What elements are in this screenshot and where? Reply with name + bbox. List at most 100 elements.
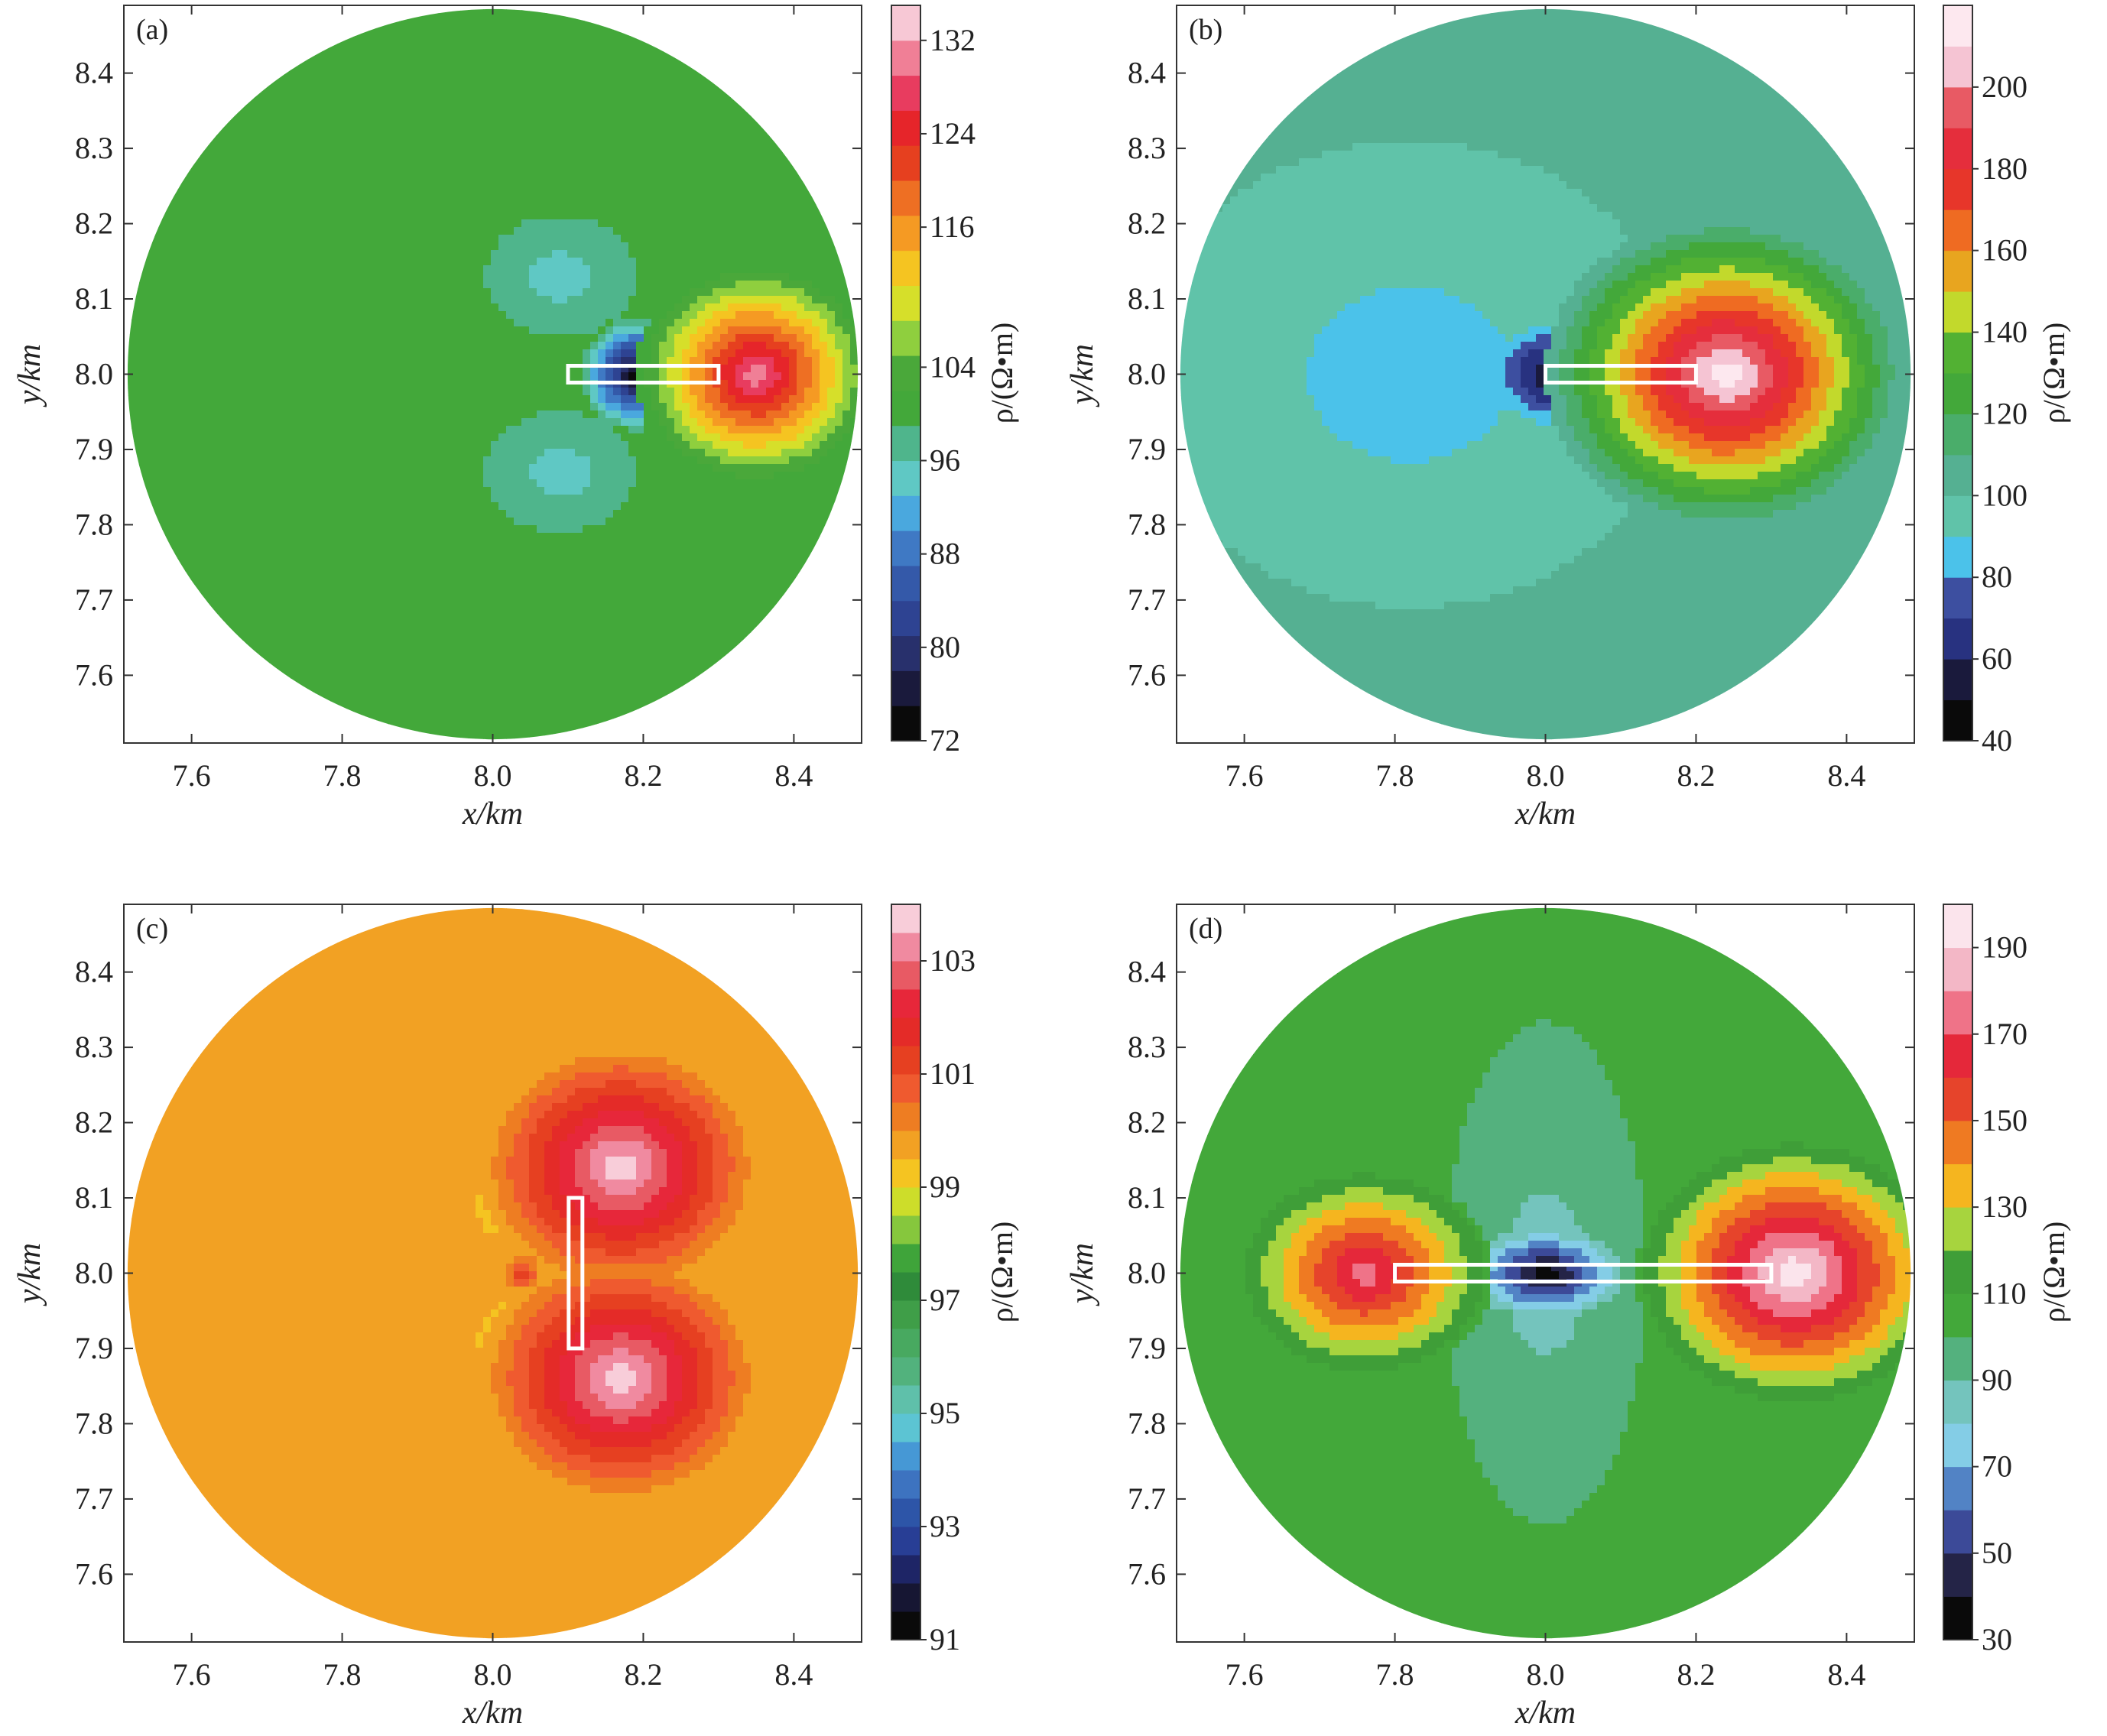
field-cell (835, 418, 843, 427)
field-cell (789, 303, 797, 312)
field-cell (170, 212, 178, 220)
field-cell (583, 365, 591, 373)
field-cell (720, 395, 729, 404)
field-cell (292, 464, 300, 472)
field-cell (651, 418, 660, 427)
field-cell (835, 311, 843, 320)
field-cell (644, 388, 652, 396)
field-cell (705, 418, 713, 427)
field-cell (613, 128, 622, 136)
field-cell (743, 311, 752, 320)
field-cell (789, 334, 797, 342)
field-cell (330, 441, 339, 449)
field-cell (697, 189, 706, 197)
field-cell (613, 51, 622, 60)
field-cell (552, 242, 560, 251)
field-cell (537, 21, 545, 29)
field-cell (820, 326, 828, 335)
field-cell (353, 120, 362, 128)
field-cell (583, 212, 591, 220)
field-cell (300, 166, 308, 174)
field-cell (743, 174, 752, 182)
field-cell (239, 105, 247, 113)
field-cell (277, 242, 285, 251)
field-cell (261, 410, 270, 419)
field-cell (506, 273, 515, 281)
field-cell (613, 418, 622, 427)
field-cell (246, 281, 255, 289)
field-cell (239, 288, 247, 297)
field-cell (177, 372, 186, 381)
field-cell (300, 112, 308, 121)
field-cell (368, 449, 377, 457)
field-cell (682, 372, 690, 381)
field-cell (223, 472, 232, 480)
field-cell (628, 97, 637, 105)
field-cell (277, 365, 285, 373)
field-cell (720, 235, 729, 243)
field-cell (445, 21, 453, 29)
field-cell (315, 151, 323, 159)
field-cell (751, 403, 759, 411)
field-cell (659, 357, 667, 365)
field-cell (162, 349, 170, 358)
field-cell (315, 174, 323, 182)
field-cell (682, 319, 690, 327)
field-cell (231, 410, 239, 419)
field-cell (636, 196, 644, 205)
field-cell (368, 426, 377, 434)
field-cell (414, 418, 423, 427)
field-cell (758, 128, 767, 136)
field-cell (254, 135, 262, 144)
field-cell (674, 311, 683, 320)
field-cell (690, 456, 698, 465)
field-cell (735, 281, 744, 289)
field-cell (713, 319, 721, 327)
field-cell (139, 334, 148, 342)
field-cell (690, 265, 698, 274)
field-cell (445, 342, 453, 350)
field-cell (735, 326, 744, 335)
field-cell (674, 281, 683, 289)
field-cell (797, 395, 805, 404)
field-cell (842, 319, 851, 327)
field-cell (170, 265, 178, 274)
field-cell (216, 365, 224, 373)
field-cell (552, 97, 560, 105)
field-cell (368, 326, 377, 335)
field-cell (300, 303, 308, 312)
field-cell (728, 219, 736, 228)
field-cell (766, 303, 774, 312)
field-cell (338, 365, 346, 373)
field-cell (812, 219, 820, 228)
field-cell (720, 105, 729, 113)
field-cell (330, 112, 339, 121)
field-cell (498, 296, 507, 304)
field-cell (323, 112, 331, 121)
field-cell (239, 464, 247, 472)
field-cell (659, 395, 667, 404)
field-cell (476, 388, 484, 396)
field-cell (820, 464, 828, 472)
field-cell (713, 181, 721, 190)
field-cell (361, 464, 369, 472)
field-cell (628, 212, 637, 220)
field-cell (835, 441, 843, 449)
field-cell (208, 219, 216, 228)
field-cell (231, 372, 239, 381)
field-cell (537, 319, 545, 327)
field-cell (674, 227, 683, 235)
field-cell (460, 349, 469, 358)
field-cell (751, 242, 759, 251)
field-cell (430, 418, 438, 427)
field-cell (537, 128, 545, 136)
field-cell (514, 158, 522, 167)
field-cell (544, 365, 553, 373)
field-cell (697, 112, 706, 121)
field-cell (537, 296, 545, 304)
field-cell (713, 189, 721, 197)
field-cell (605, 311, 614, 320)
field-cell (422, 13, 430, 21)
field-cell (162, 326, 170, 335)
field-cell (254, 403, 262, 411)
